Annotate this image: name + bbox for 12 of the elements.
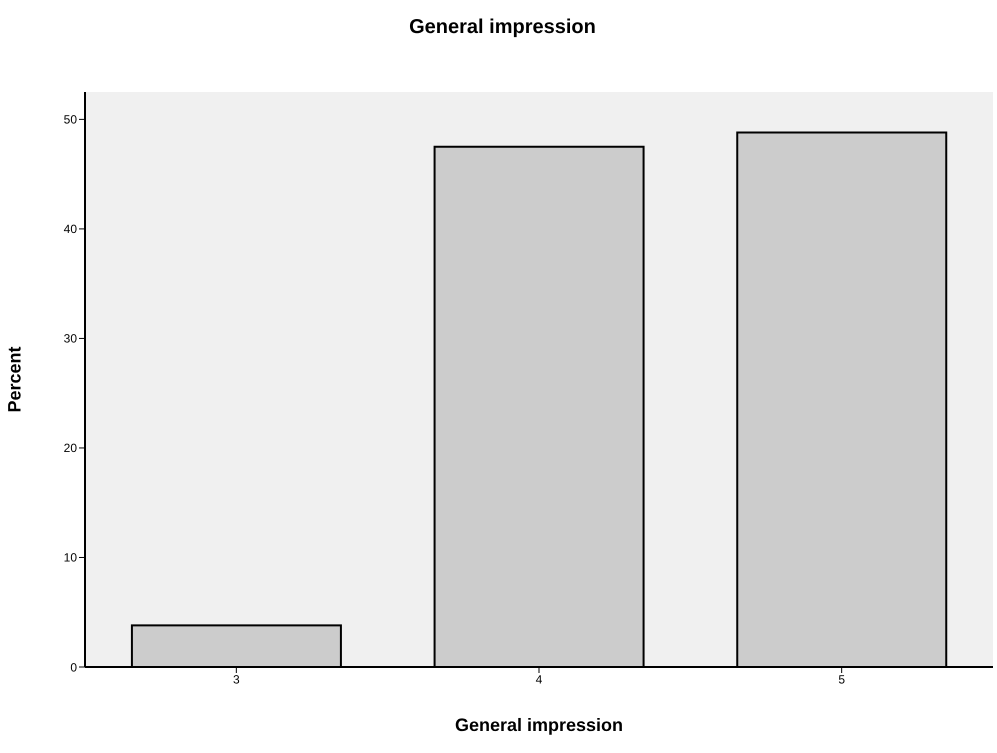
x-tick-label: 5	[838, 672, 846, 687]
y-axis-title: Percent	[4, 346, 24, 413]
x-tick-label: 4	[536, 672, 543, 687]
x-tick-label: 3	[232, 672, 240, 687]
y-tick-label: 20	[64, 441, 78, 456]
y-tick-label: 10	[64, 550, 78, 565]
x-axis-title: General impression	[454, 715, 624, 735]
y-tick-label: 40	[64, 222, 78, 236]
y-tick-label: 50	[64, 112, 78, 127]
chart-title: General impression	[408, 16, 597, 39]
y-tick-label: 0	[70, 660, 78, 674]
y-tick-label: 30	[64, 332, 78, 346]
